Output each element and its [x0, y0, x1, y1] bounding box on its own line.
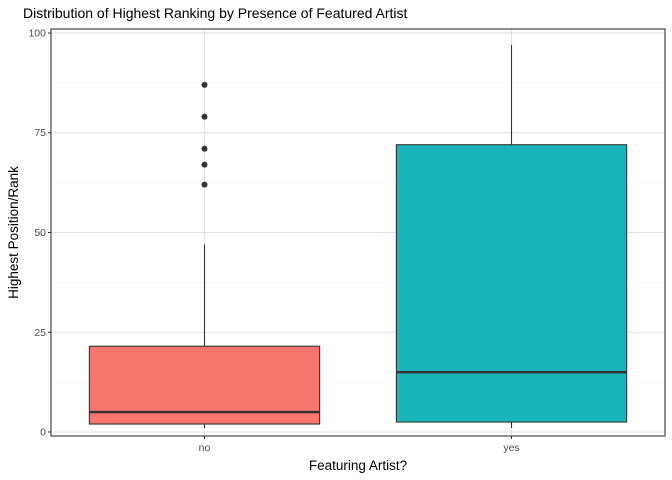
y-tick-label: 100 [28, 27, 46, 39]
chart-title: Distribution of Highest Ranking by Prese… [23, 5, 408, 21]
outlier-point [201, 145, 208, 152]
y-axis-label: Highest Position/Rank [6, 166, 21, 299]
x-axis-label: Featuring Artist? [309, 458, 407, 473]
outlier-point [201, 113, 208, 120]
outlier-point [201, 161, 208, 168]
box-body [395, 144, 628, 423]
y-tick-label: 75 [34, 127, 46, 139]
y-tick-label: 25 [34, 327, 46, 339]
x-tick-label: yes [503, 442, 519, 454]
y-tick-label: 50 [34, 227, 46, 239]
outlier-point [201, 81, 208, 88]
y-tick-label: 0 [40, 427, 46, 439]
box-yes [395, 44, 628, 429]
x-tick-label: no [199, 442, 211, 454]
box-no [88, 81, 321, 429]
axes-layer: 0 25 50 75 100 no yes [28, 27, 519, 454]
outlier-point [201, 181, 208, 188]
boxes-layer [88, 44, 628, 429]
